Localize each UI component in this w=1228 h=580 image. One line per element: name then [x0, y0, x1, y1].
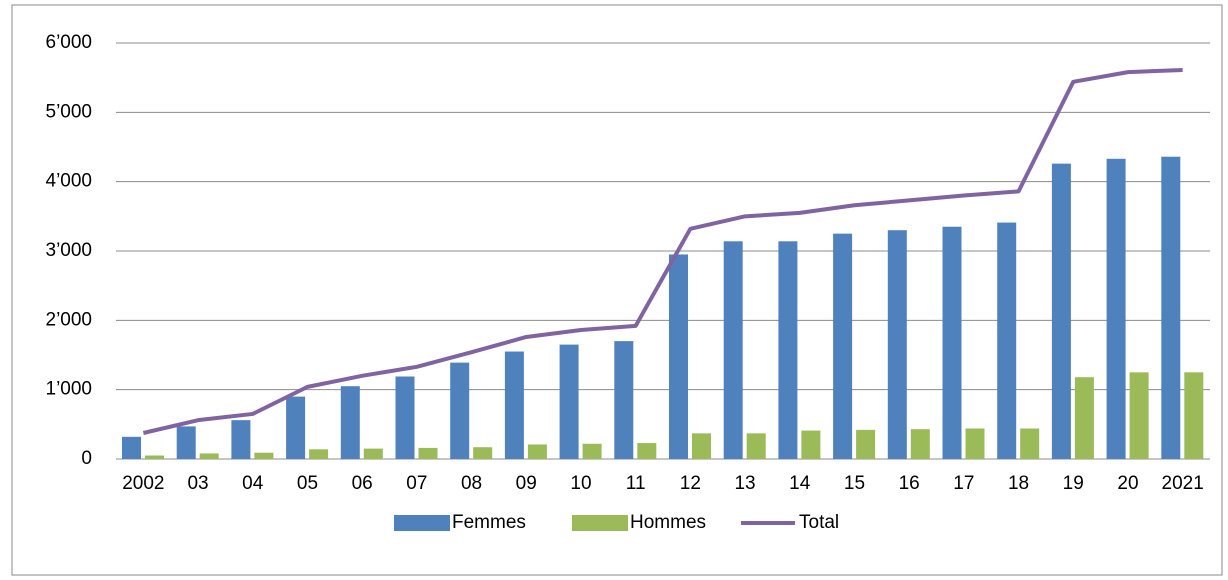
x-tick-label: 03	[187, 473, 208, 494]
bar	[692, 433, 711, 459]
line-series	[142, 68, 1183, 435]
y-tick-label: 0	[81, 448, 92, 469]
bar	[418, 447, 438, 459]
y-tick-label: 6’000	[46, 32, 93, 53]
bar	[965, 428, 985, 459]
bar	[801, 430, 821, 459]
x-tick-label: 2021	[1162, 473, 1204, 494]
bar	[176, 426, 196, 459]
x-tick-label: 16	[899, 473, 920, 494]
legend-label: Hommes	[630, 512, 706, 533]
bar	[559, 344, 579, 459]
bar	[723, 241, 743, 459]
bar	[199, 453, 219, 459]
bar	[614, 341, 634, 459]
bar	[309, 449, 329, 459]
x-tick-label: 12	[680, 473, 701, 494]
bar	[942, 226, 962, 459]
y-tick-label: 5’000	[46, 101, 93, 122]
bar	[1161, 156, 1181, 459]
bar	[582, 443, 602, 459]
bar	[997, 222, 1017, 459]
y-tick-label: 2’000	[46, 309, 93, 330]
bar	[637, 443, 657, 459]
bar	[395, 376, 415, 459]
x-tick-label: 04	[242, 473, 264, 494]
bar	[1051, 163, 1071, 459]
bar	[1129, 372, 1149, 459]
x-tick-label: 05	[297, 473, 318, 494]
y-tick-label: 1’000	[46, 379, 93, 400]
bar	[887, 230, 907, 459]
bar	[473, 447, 493, 459]
bar	[286, 396, 306, 459]
x-tick-label: 13	[734, 473, 755, 494]
bar	[363, 448, 383, 459]
x-tick-label: 09	[516, 473, 537, 494]
y-tick-label: 4’000	[46, 171, 93, 192]
bar	[833, 233, 853, 459]
legend-label: Total	[799, 512, 839, 533]
x-tick-label: 15	[844, 473, 865, 494]
bar	[746, 433, 766, 459]
bar	[1074, 377, 1094, 459]
bar	[450, 362, 470, 459]
x-tick-label: 19	[1063, 473, 1084, 494]
chart-border	[11, 4, 1223, 576]
x-tick-label: 20	[1117, 473, 1138, 494]
x-tick-label: 10	[570, 473, 591, 494]
bar	[527, 444, 547, 459]
bar	[1020, 428, 1040, 459]
bar	[122, 436, 141, 459]
y-tick-label: 3’000	[46, 240, 93, 261]
x-tick-label: 17	[953, 473, 974, 494]
legend-swatch	[394, 515, 450, 531]
bar	[504, 351, 524, 459]
bar	[910, 429, 930, 459]
x-tick-label: 18	[1008, 473, 1029, 494]
bar	[1106, 158, 1126, 459]
bar	[856, 429, 876, 459]
x-tick-label: 06	[352, 473, 373, 494]
bar	[1184, 372, 1204, 459]
bar	[145, 455, 164, 459]
bar	[669, 254, 688, 459]
x-tick-label: 07	[406, 473, 427, 494]
bar	[778, 241, 798, 459]
bar	[254, 452, 274, 459]
bar	[340, 386, 360, 459]
x-tick-label: 14	[789, 473, 811, 494]
x-tick-label: 11	[626, 473, 646, 494]
legend-swatch	[572, 515, 628, 531]
legend-label: Femmes	[452, 512, 526, 533]
x-tick-label: 08	[461, 473, 482, 494]
x-tick-label: 2002	[122, 473, 164, 494]
bar	[231, 420, 251, 459]
